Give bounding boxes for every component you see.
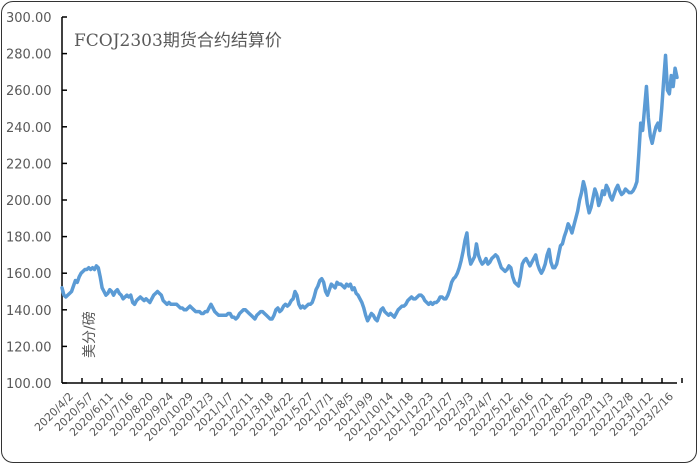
y-tick-label: 240.00 (6, 121, 52, 136)
y-tick-label: 180.00 (6, 231, 52, 246)
price-series-line (60, 53, 679, 323)
y-tick-label: 300.00 (6, 11, 52, 26)
y-axis: 100.00 120.00 140.00 160.00 180.00 200.00 220.… (6, 11, 67, 392)
y-tick-label: 200.00 (6, 194, 52, 209)
y-tick-label: 120.00 (6, 340, 52, 355)
chart-title: FCOJ2303期货合约结算价 (74, 31, 282, 51)
y-tick-label: 160.00 (6, 267, 52, 282)
y-tick-label: 260.00 (6, 84, 52, 99)
y-axis-unit-label: 美分/磅 (81, 311, 98, 358)
y-tick-label: 100.00 (6, 377, 52, 392)
y-tick-label: 140.00 (6, 304, 52, 319)
y-tick-label: 280.00 (6, 48, 52, 63)
y-tick-label: 220.00 (6, 157, 52, 172)
x-axis: 2020/4/22020/5/72020/6/112020/7/162020/8… (32, 378, 683, 444)
